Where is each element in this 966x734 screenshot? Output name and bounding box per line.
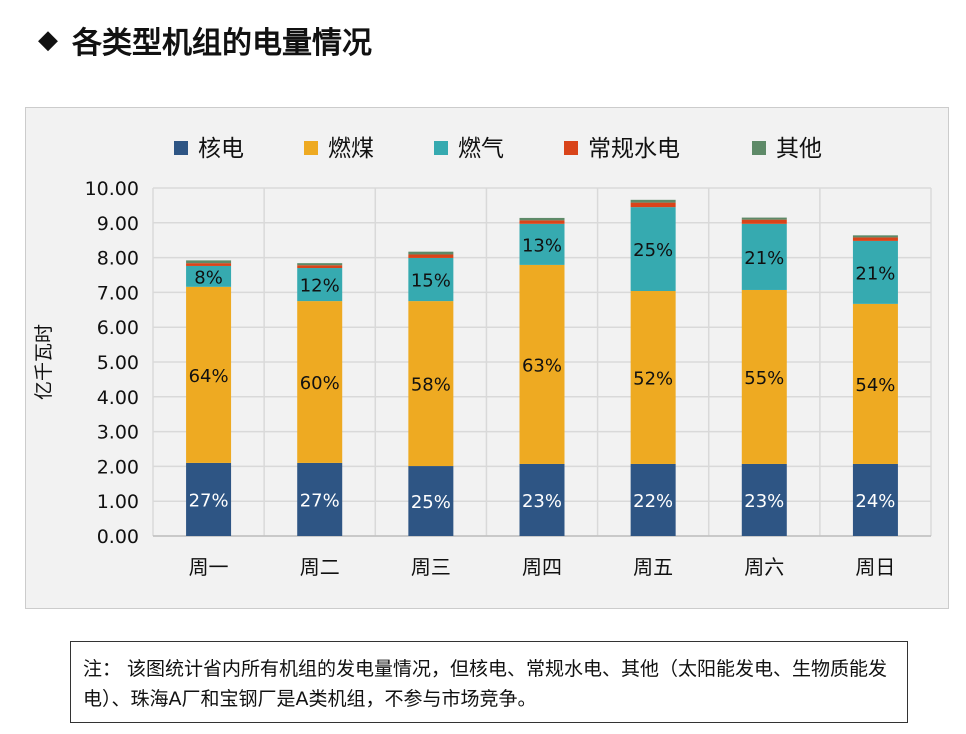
bar-segment bbox=[297, 301, 343, 463]
bar-segment bbox=[186, 265, 232, 287]
legend-label: 其他 bbox=[776, 136, 822, 162]
legend-label: 常规水电 bbox=[588, 136, 680, 162]
y-tick-label: 3.00 bbox=[97, 422, 139, 444]
bar-segment bbox=[519, 223, 565, 265]
diamond-bullet-icon: ◆ bbox=[38, 25, 58, 55]
y-axis-label: 亿千瓦时 bbox=[33, 324, 55, 400]
data-label: 22% bbox=[633, 491, 673, 512]
bar-segment bbox=[186, 260, 232, 264]
bar-segment bbox=[519, 264, 565, 464]
y-tick-label: 4.00 bbox=[97, 387, 139, 409]
legend-label: 燃煤 bbox=[328, 136, 374, 162]
legend-label: 燃气 bbox=[458, 136, 504, 162]
data-label: 25% bbox=[411, 492, 451, 513]
data-label: 15% bbox=[411, 271, 451, 292]
stacked-bar-chart: 0.00 1.00 2.00 3.00 4.00 5.00 6.00 7.00 8.00 9.00… bbox=[33, 136, 932, 579]
y-tick-label: 10.00 bbox=[85, 178, 139, 200]
data-label: 21% bbox=[855, 263, 895, 284]
bar-segment bbox=[519, 220, 565, 224]
bar-segment bbox=[186, 263, 232, 266]
data-label: 63% bbox=[522, 355, 562, 376]
x-tick-label: 周六 bbox=[744, 555, 784, 579]
data-label: 60% bbox=[300, 373, 340, 394]
bar-segment bbox=[186, 462, 232, 536]
bar-segment bbox=[297, 263, 343, 266]
bar-segment bbox=[297, 265, 343, 269]
bar-segment bbox=[741, 289, 787, 464]
bar-segment bbox=[852, 235, 898, 238]
y-tick-label: 1.00 bbox=[97, 491, 139, 513]
data-label: 27% bbox=[300, 490, 340, 511]
bar-segment bbox=[852, 463, 898, 536]
bar-segment bbox=[741, 223, 787, 290]
note-text: 注： 该图统计省内所有机组的发电量情况，但核电、常规水电、其他（太阳能发电、生物… bbox=[83, 658, 888, 710]
bar-segment bbox=[630, 199, 676, 203]
x-tick-label: 周三 bbox=[411, 555, 451, 579]
bar-segment bbox=[519, 217, 565, 221]
slide-title: ◆ 各类型机组的电量情况 bbox=[38, 18, 372, 62]
data-label: 55% bbox=[744, 368, 784, 389]
bar-segment bbox=[630, 291, 676, 464]
bar-segment bbox=[519, 463, 565, 536]
data-label: 64% bbox=[189, 366, 229, 387]
bar-segment bbox=[630, 207, 676, 292]
bar-segment bbox=[408, 257, 454, 302]
note-box: 注： 该图统计省内所有机组的发电量情况，但核电、常规水电、其他（太阳能发电、生物… bbox=[70, 641, 908, 723]
x-tick-label: 周四 bbox=[522, 555, 562, 579]
title-text: 各类型机组的电量情况 bbox=[72, 26, 372, 61]
data-label: 25% bbox=[633, 240, 673, 261]
data-label: 58% bbox=[411, 375, 451, 396]
data-label: 54% bbox=[855, 375, 895, 396]
legend-swatch bbox=[434, 141, 448, 155]
bar-segment bbox=[630, 202, 676, 208]
bar-segment bbox=[741, 219, 787, 224]
bar-segment bbox=[408, 466, 454, 536]
legend-swatch bbox=[174, 141, 188, 155]
chart-panel: 0.00 1.00 2.00 3.00 4.00 5.00 6.00 7.00 8.00 9.00… bbox=[25, 107, 949, 609]
y-tick-label: 2.00 bbox=[97, 456, 139, 478]
bar-segment bbox=[852, 237, 898, 241]
x-tick-label: 周一 bbox=[189, 555, 229, 579]
legend-swatch bbox=[564, 141, 578, 155]
y-tick-label: 6.00 bbox=[97, 317, 139, 339]
bar-segment bbox=[741, 217, 787, 220]
y-tick-label: 8.00 bbox=[97, 248, 139, 270]
bar-segment bbox=[852, 303, 898, 464]
bar-segment bbox=[408, 301, 454, 467]
bar-segment bbox=[630, 463, 676, 536]
bar-segment bbox=[741, 463, 787, 536]
x-tick-label: 周二 bbox=[300, 555, 340, 579]
data-label: 23% bbox=[744, 491, 784, 512]
bar-segment bbox=[408, 251, 454, 255]
data-label: 24% bbox=[855, 491, 895, 512]
data-label: 23% bbox=[522, 491, 562, 512]
x-tick-label: 周五 bbox=[633, 555, 673, 579]
data-label: 13% bbox=[522, 235, 562, 256]
data-label: 27% bbox=[189, 490, 229, 511]
x-tick-label: 周日 bbox=[855, 555, 895, 579]
y-tick-label: 5.00 bbox=[97, 352, 139, 374]
bar-segment bbox=[408, 254, 454, 258]
data-label: 12% bbox=[300, 276, 340, 297]
data-label: 52% bbox=[633, 368, 673, 389]
data-label: 21% bbox=[744, 248, 784, 269]
data-label: 8% bbox=[194, 267, 223, 288]
legend-label: 核电 bbox=[198, 136, 244, 162]
y-tick-label: 9.00 bbox=[97, 213, 139, 235]
bar-segment bbox=[297, 462, 343, 536]
legend-swatch bbox=[304, 141, 318, 155]
bar-segment bbox=[186, 286, 232, 463]
bar-segment bbox=[297, 268, 343, 302]
legend-swatch bbox=[752, 141, 766, 155]
bar-segment bbox=[852, 240, 898, 304]
y-tick-label: 0.00 bbox=[97, 526, 139, 548]
y-tick-label: 7.00 bbox=[97, 282, 139, 304]
